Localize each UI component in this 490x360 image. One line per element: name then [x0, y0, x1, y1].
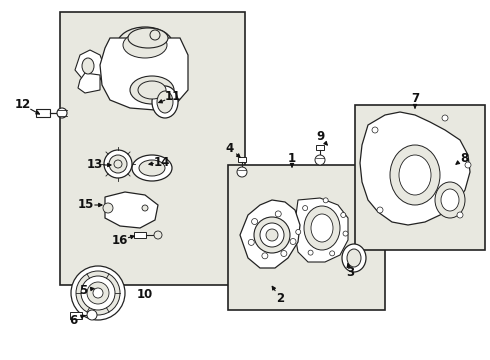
Text: 13: 13 [87, 158, 103, 171]
Text: 5: 5 [79, 284, 87, 297]
Ellipse shape [311, 214, 333, 242]
Text: 11: 11 [165, 90, 181, 104]
Circle shape [109, 155, 127, 173]
Circle shape [103, 203, 113, 213]
Text: 4: 4 [226, 141, 234, 154]
Circle shape [57, 108, 67, 118]
Circle shape [114, 160, 122, 168]
Bar [36, 109, 50, 117]
Ellipse shape [342, 244, 366, 272]
Circle shape [87, 310, 97, 320]
Circle shape [303, 206, 308, 211]
Ellipse shape [130, 76, 174, 104]
Circle shape [254, 217, 290, 253]
Polygon shape [360, 112, 470, 225]
Bar [228, 165, 385, 310]
Circle shape [308, 250, 313, 255]
Circle shape [323, 198, 328, 203]
Circle shape [150, 30, 160, 40]
Polygon shape [105, 192, 158, 228]
Circle shape [341, 212, 346, 217]
Ellipse shape [128, 28, 168, 48]
Ellipse shape [152, 86, 178, 118]
Text: 3: 3 [346, 266, 354, 279]
Circle shape [251, 219, 258, 225]
Circle shape [330, 251, 335, 256]
Ellipse shape [123, 32, 167, 58]
Bar [238, 157, 246, 162]
Circle shape [104, 150, 132, 178]
Circle shape [262, 253, 268, 259]
Polygon shape [78, 73, 100, 93]
Circle shape [442, 115, 448, 121]
Ellipse shape [157, 91, 173, 113]
Ellipse shape [117, 27, 173, 63]
Bar [70, 312, 82, 319]
Text: 7: 7 [411, 93, 419, 105]
Ellipse shape [399, 155, 431, 195]
Text: 6: 6 [69, 314, 77, 327]
Polygon shape [240, 200, 300, 268]
Circle shape [465, 162, 471, 168]
Circle shape [315, 155, 325, 165]
Bar [134, 232, 146, 238]
Text: 16: 16 [112, 234, 128, 247]
Ellipse shape [138, 81, 166, 99]
Circle shape [154, 231, 162, 239]
Circle shape [81, 276, 115, 310]
Circle shape [296, 229, 301, 234]
Circle shape [87, 282, 109, 304]
Polygon shape [75, 50, 105, 82]
Ellipse shape [139, 160, 165, 176]
Circle shape [93, 288, 103, 298]
Text: 15: 15 [78, 198, 94, 211]
Polygon shape [295, 198, 348, 262]
Ellipse shape [441, 189, 459, 211]
Bar [355, 105, 485, 250]
Circle shape [457, 212, 463, 218]
Circle shape [372, 127, 378, 133]
Circle shape [266, 229, 278, 241]
Bar [316, 145, 324, 150]
Circle shape [275, 211, 281, 217]
Circle shape [142, 205, 148, 211]
Circle shape [290, 239, 296, 244]
Circle shape [281, 251, 287, 257]
Ellipse shape [304, 206, 340, 250]
Text: 14: 14 [154, 156, 170, 168]
Circle shape [71, 266, 125, 320]
Polygon shape [100, 38, 188, 110]
Text: 12: 12 [15, 99, 31, 112]
Ellipse shape [347, 249, 361, 267]
Circle shape [260, 223, 284, 247]
Circle shape [76, 271, 120, 315]
Circle shape [248, 239, 254, 246]
Bar [60, 12, 245, 285]
Circle shape [377, 207, 383, 213]
Text: 8: 8 [460, 152, 468, 165]
Ellipse shape [390, 145, 440, 205]
Ellipse shape [132, 155, 172, 181]
Text: 9: 9 [316, 130, 324, 144]
Text: 10: 10 [137, 288, 153, 302]
Ellipse shape [435, 182, 465, 218]
Text: 1: 1 [288, 152, 296, 165]
Circle shape [237, 167, 247, 177]
Ellipse shape [82, 58, 94, 74]
Text: 2: 2 [276, 292, 284, 305]
Circle shape [343, 231, 348, 236]
